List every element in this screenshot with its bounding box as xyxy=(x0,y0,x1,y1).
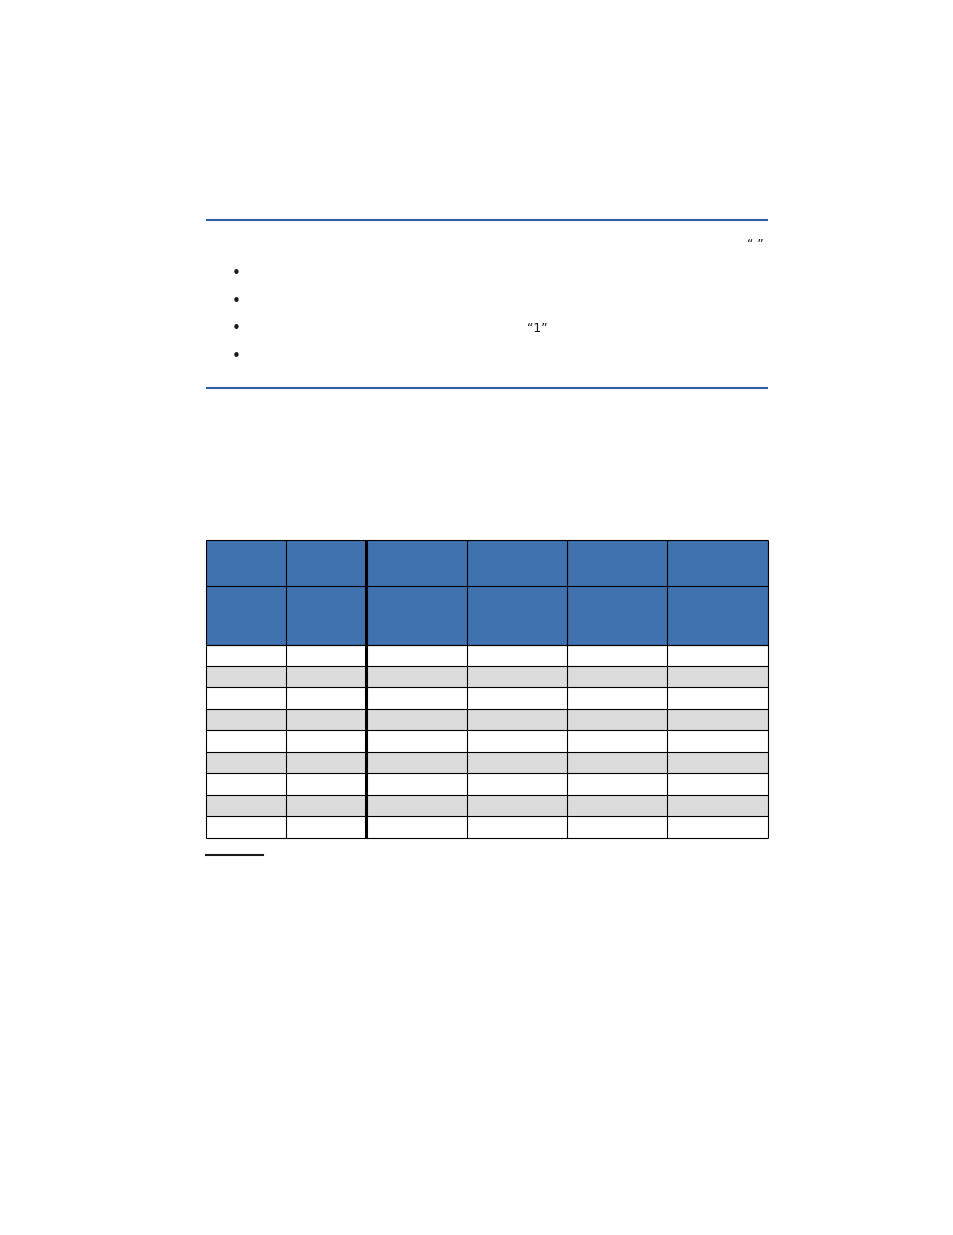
Bar xyxy=(206,645,767,666)
Text: “ ”: “ ” xyxy=(746,237,763,251)
Bar xyxy=(206,773,767,795)
Text: “1”: “1” xyxy=(526,322,547,336)
Bar xyxy=(206,585,767,645)
Bar xyxy=(206,730,767,752)
Bar xyxy=(206,709,767,730)
Bar xyxy=(206,540,767,585)
Bar xyxy=(206,795,767,816)
Text: •: • xyxy=(232,294,240,309)
Bar xyxy=(206,666,767,688)
Text: •: • xyxy=(232,321,240,336)
Bar xyxy=(206,752,767,773)
Bar xyxy=(206,816,767,837)
Bar xyxy=(206,688,767,709)
Text: •: • xyxy=(232,267,240,282)
Text: •: • xyxy=(232,350,240,364)
